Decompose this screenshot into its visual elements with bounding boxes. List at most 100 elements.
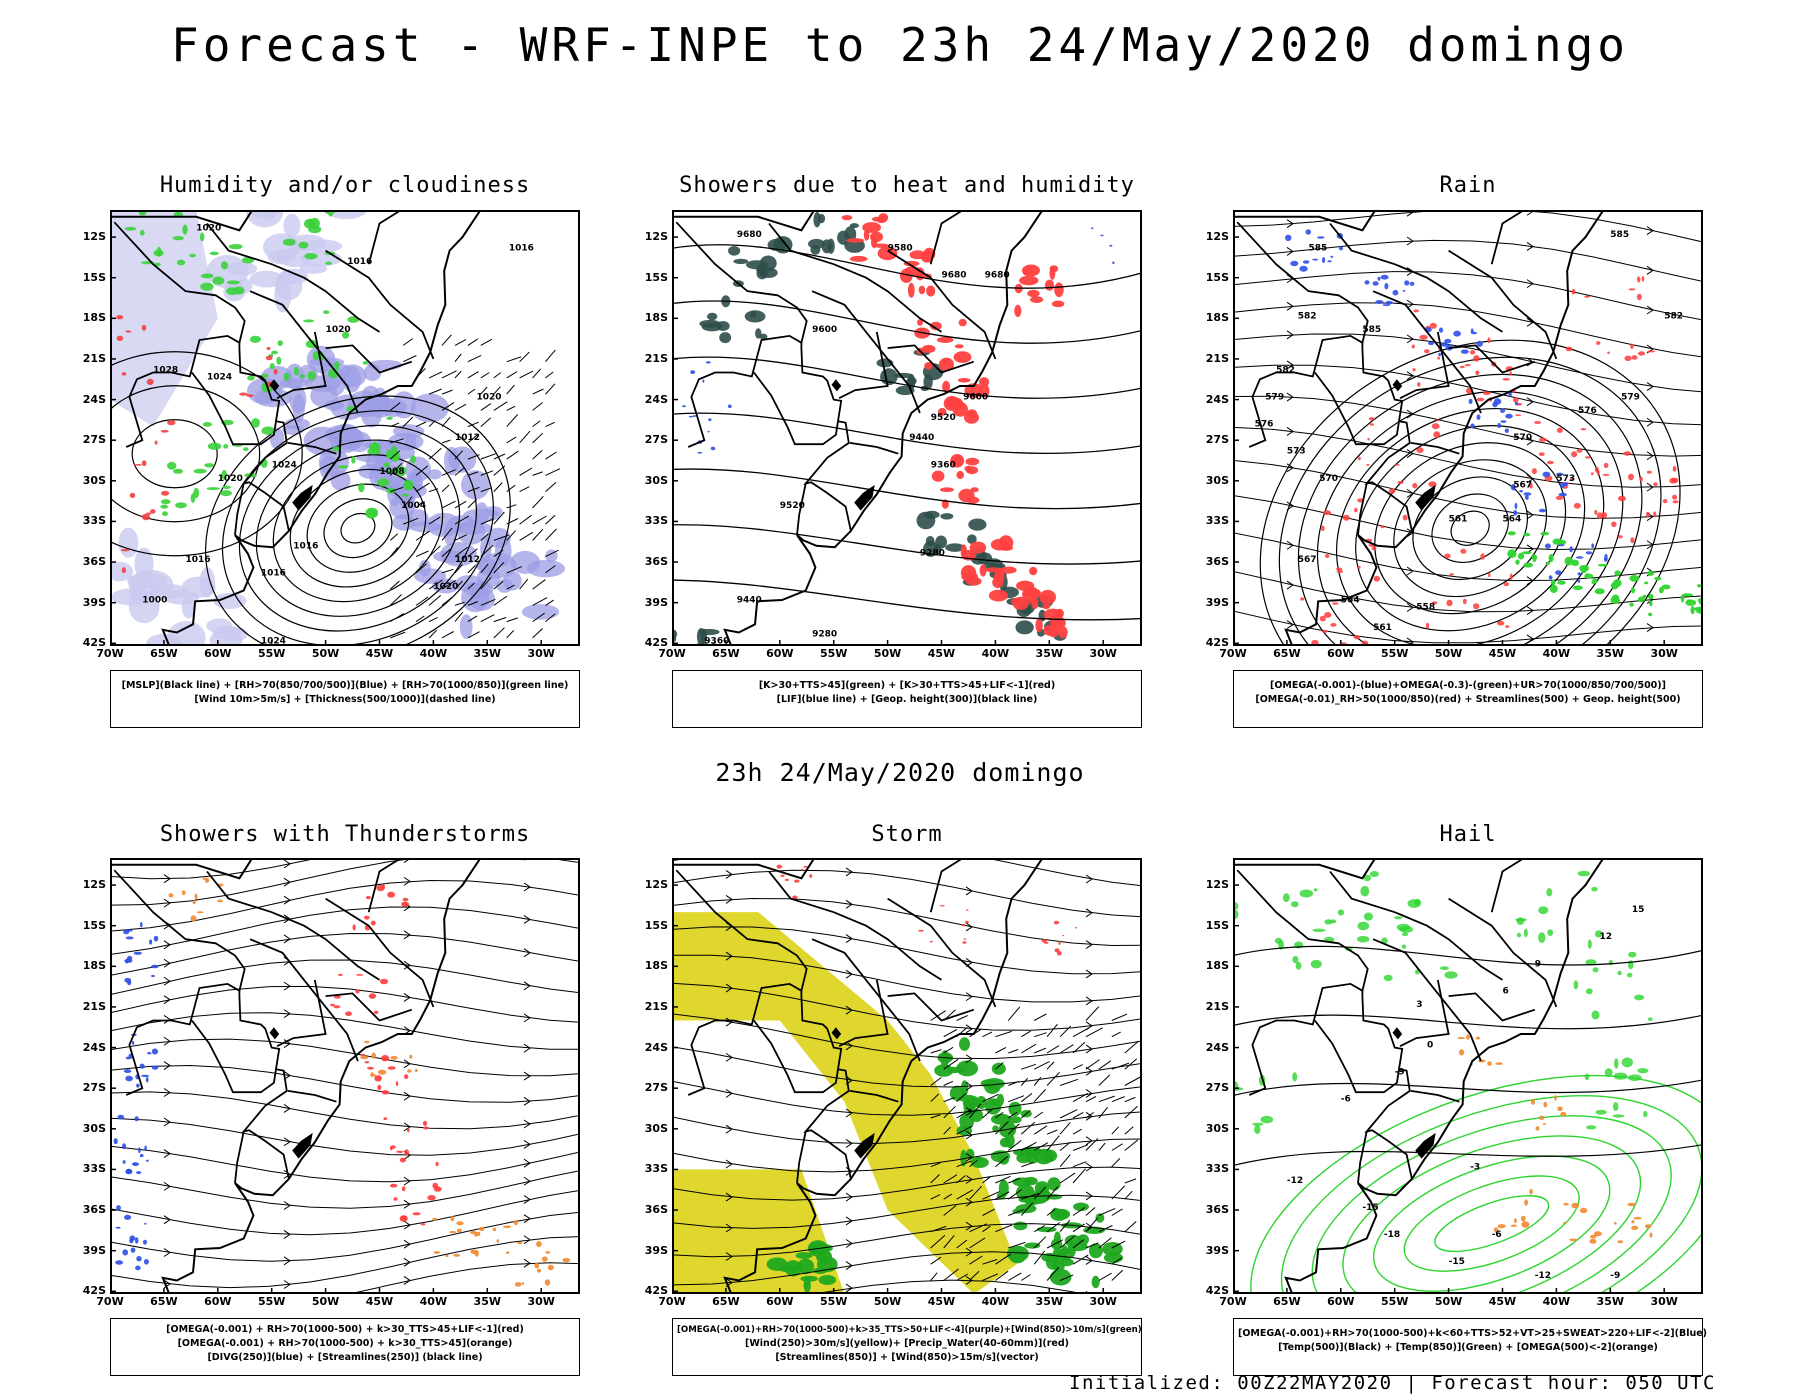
omega-500-area-orange xyxy=(1524,1199,1528,1206)
cloud-layer-blue xyxy=(461,470,490,500)
wind-850-vector xyxy=(969,1237,986,1249)
cloud-layer-lavender xyxy=(167,621,206,646)
wind-10m-arrow xyxy=(545,528,557,541)
wind-850-vector xyxy=(1033,1089,1046,1103)
streamline-arrow xyxy=(1406,566,1414,576)
wind-10m-arrow xyxy=(454,546,468,558)
wind-850-vector xyxy=(1098,1142,1106,1151)
rh-area-red xyxy=(1460,548,1467,554)
lat-axis-label: 42S xyxy=(644,636,668,650)
contour-label: 570 xyxy=(1513,433,1532,443)
lif-negative-area-red xyxy=(994,568,1003,579)
omega-strong-area-green xyxy=(1612,594,1620,600)
contour-label: 573 xyxy=(1287,447,1306,457)
streamline-arrow xyxy=(403,993,411,1002)
lif-negative-area-red xyxy=(870,231,883,242)
rh-area-red xyxy=(1672,494,1678,500)
wind-850-vector xyxy=(1111,1208,1123,1216)
rh-area-red xyxy=(1636,293,1642,301)
omega-area-blue xyxy=(1577,572,1581,576)
lif-negative-area-red xyxy=(1051,300,1065,308)
wind-10m-arrow xyxy=(415,550,429,558)
lon-axis-label: 30W xyxy=(1650,647,1678,660)
wind-850-vector xyxy=(1021,1030,1031,1038)
wind-10m-arrow xyxy=(545,421,555,428)
wind-850-vector xyxy=(1046,1129,1058,1135)
thunderstorm-area-red xyxy=(368,993,377,999)
rh-area-red xyxy=(1512,397,1519,403)
wind-850-vector xyxy=(1059,1122,1071,1135)
omega-500-area-orange xyxy=(1535,1126,1540,1131)
omega-area-blue xyxy=(1591,543,1595,548)
lat-axis-label: 42S xyxy=(644,1284,668,1298)
wind-850-vector xyxy=(956,1015,968,1021)
wind-850-vector xyxy=(1033,1076,1042,1086)
streamline-500 xyxy=(1233,459,1703,519)
omega-strong-area-green xyxy=(1591,581,1597,584)
wind-850-vector xyxy=(1033,1125,1048,1135)
temp-850-contour-green xyxy=(1585,959,1597,966)
divergence-area-blue xyxy=(144,1222,147,1225)
wind-850-vector xyxy=(982,1191,1000,1200)
contour-label: -18 xyxy=(1384,1230,1400,1240)
wind-850-vector xyxy=(1098,1225,1113,1233)
geopotential-contour xyxy=(1412,476,1528,581)
thunderstorm-area-red xyxy=(373,1010,379,1014)
wind-850-area-green xyxy=(980,1079,997,1088)
rh-area-red xyxy=(1617,535,1623,539)
lon-axis-label: 30W xyxy=(1650,1295,1678,1308)
cloud-layer-lavender xyxy=(267,249,296,265)
lif-contour-blue xyxy=(708,418,712,422)
streamline-arrow xyxy=(1526,242,1534,251)
thunderstorm-area-red xyxy=(395,1081,399,1087)
omega-area-blue xyxy=(1290,260,1299,267)
wind-10m-arrow xyxy=(454,601,465,606)
lon-axis-label: 30W xyxy=(1089,1295,1117,1308)
thunderstorm-area-red xyxy=(370,920,376,926)
wind-10m-arrow xyxy=(480,614,495,623)
streamline-850 xyxy=(672,982,1142,1031)
wind-850-vector xyxy=(1046,1239,1063,1249)
streamline-arrow xyxy=(1286,463,1294,473)
rh-area-red xyxy=(1473,603,1480,610)
country-border xyxy=(249,290,359,414)
lif-contour-blue xyxy=(1100,234,1104,237)
omega-area-blue xyxy=(1285,234,1292,241)
rh-area-red xyxy=(1411,344,1415,349)
wind-850-vector xyxy=(1033,1013,1047,1021)
country-border xyxy=(929,858,964,913)
omega-area-blue xyxy=(1460,349,1469,354)
rh-contour-green xyxy=(209,251,219,256)
wind-850-area-green xyxy=(803,1277,811,1293)
wind-850-area-green xyxy=(1068,1242,1088,1252)
streamline-arrow xyxy=(1646,382,1654,391)
streamline-850 xyxy=(672,858,1142,887)
streamline-arrow xyxy=(1646,451,1654,461)
wind-850-vector xyxy=(930,1114,941,1119)
lat-axis-label: 15S xyxy=(644,270,668,284)
geopotential-contour xyxy=(1393,459,1548,598)
omega-area-blue xyxy=(1409,281,1415,286)
thunderstorm-area-red xyxy=(399,1215,408,1222)
lif-contour-blue xyxy=(710,446,716,451)
temp-850-contour-green xyxy=(1523,928,1528,938)
cloud-layer-blue xyxy=(495,535,512,567)
precip-water-red xyxy=(784,878,789,881)
lif-negative-area-red xyxy=(1022,586,1040,602)
wind-850-vector xyxy=(1059,1235,1076,1249)
rh-area-red xyxy=(1618,495,1626,502)
wind-10m-arrow xyxy=(428,595,442,606)
rh-contour-green xyxy=(323,310,330,315)
lat-axis-label: 24S xyxy=(82,1040,106,1054)
lif-negative-area-red xyxy=(979,384,990,398)
omega-strong-area-green xyxy=(1507,549,1517,559)
wind-850-vector xyxy=(1020,1202,1034,1216)
rh-contour-green xyxy=(332,446,341,452)
thunderstorm-area-red xyxy=(382,884,385,889)
omega-area-blue xyxy=(1514,402,1519,406)
streamline-arrow xyxy=(1085,1066,1093,1076)
omega-area-blue xyxy=(1440,342,1448,347)
thunderstorm-area-orange xyxy=(534,1262,540,1269)
contour-label: -12 xyxy=(1287,1176,1303,1186)
wind-10m-arrow xyxy=(506,450,519,460)
